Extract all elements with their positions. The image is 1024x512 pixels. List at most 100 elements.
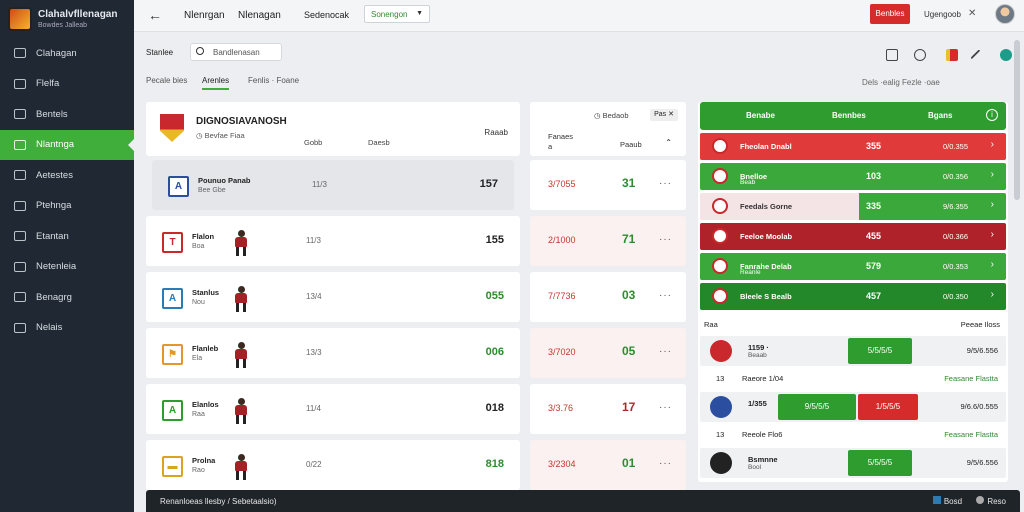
sidebar-item[interactable]: Aetestes (0, 160, 134, 191)
more-icon[interactable]: ··· (659, 458, 672, 469)
bet-button[interactable]: 5/5/5/5 (848, 338, 912, 364)
help-icon[interactable] (914, 49, 926, 61)
column-header[interactable]: Gobb (304, 138, 323, 147)
player-name[interactable]: Elanlos (192, 400, 219, 409)
column-header[interactable]: Fanaes (548, 132, 574, 141)
more-icon[interactable]: ··· (659, 178, 672, 189)
more-icon[interactable]: ··· (659, 290, 672, 301)
player-row[interactable]: A Elanlos Raa 11/4 018 (146, 384, 520, 434)
sidebar-item[interactable]: Benagrg (0, 282, 134, 313)
tab-players[interactable]: Arenles (202, 76, 230, 90)
user-menu[interactable]: Ugengoob (924, 10, 961, 19)
view-options[interactable]: Dels ·ealig Fezle ·oae (862, 78, 940, 87)
standings-row[interactable]: Feeloe Moolab 455 0/0.366 › (700, 223, 1006, 250)
sidebar-item[interactable]: Ptehnga (0, 191, 134, 222)
sidebar-item[interactable]: Clahagan (0, 38, 134, 69)
player-name[interactable]: Stanlus (192, 288, 220, 297)
brand[interactable]: Clahalvfllenagan Bowdes Jalleab (0, 0, 134, 38)
player-name[interactable]: Prolna (192, 456, 216, 465)
sidebar-item[interactable]: Flelfa (0, 69, 134, 100)
chevron-right-icon[interactable]: › (990, 259, 994, 270)
flag-icon[interactable] (946, 49, 958, 61)
club-badge-icon (712, 168, 728, 184)
column-header[interactable]: Benabe (746, 111, 775, 120)
standings-row[interactable]: Fheolan Dnabl 355 0/0.355 › (700, 133, 1006, 160)
avatar[interactable] (995, 4, 1015, 24)
player-row[interactable]: A Pounuo Panab Bee Gbe 11/3 157 (152, 160, 514, 210)
player-position: Nou (192, 299, 205, 306)
match-row[interactable]: 1/355 9/5/5/5 1/5/5/5 9/6.6/0.555 (700, 392, 1006, 422)
player-name[interactable]: Pounuo Panab (198, 176, 251, 185)
sort-chevron-icon[interactable]: ⌃ (665, 138, 672, 147)
more-icon[interactable]: ··· (659, 346, 672, 357)
standings-row[interactable]: Bleele S Bealb 457 0/0.350 › (700, 283, 1006, 310)
gear-icon (14, 292, 26, 303)
chevron-right-icon[interactable]: › (990, 169, 994, 180)
player-row[interactable]: A Stanlus Nou 13/4 055 (146, 272, 520, 322)
player-name[interactable]: Flanleb (192, 344, 219, 353)
column-header[interactable]: Raaab (484, 128, 508, 137)
column-header[interactable]: Daesb (368, 138, 390, 147)
player-position: Bee Gbe (198, 187, 226, 194)
odds-row[interactable]: 2/1000 71 ··· (530, 216, 686, 266)
standings-row[interactable]: Fanrahe Delab Reanle 579 0/0.353 › (700, 253, 1006, 280)
player-row[interactable]: ⚑ Flanleb Ela 13/3 006 (146, 328, 520, 378)
player-name[interactable]: Flalon (192, 232, 215, 241)
sidebar-item[interactable]: Nlantnga (0, 129, 134, 160)
player-figure-icon (234, 230, 248, 256)
back-arrow-icon[interactable]: ← (148, 7, 162, 23)
column-header[interactable]: Bgans (928, 111, 953, 120)
column-header[interactable]: Paaub (620, 140, 642, 149)
odds-value: 3/2304 (548, 459, 576, 469)
page-subtitle: Nlenagan (238, 10, 281, 21)
match-row[interactable]: Bsmnne Bool 5/5/5/5 9/5/6.556 (700, 448, 1006, 478)
standings-row[interactable]: Feedals Gorne 335 9/6.355 › (700, 193, 1006, 220)
chevron-right-icon[interactable]: › (990, 199, 994, 210)
odds-row[interactable]: 3/7055 31 ··· (530, 160, 686, 210)
pin-icon[interactable] (970, 49, 982, 61)
more-icon[interactable]: ··· (659, 234, 672, 245)
odds-value: 3/7020 (548, 347, 576, 357)
bet-button[interactable]: 9/5/5/5 (778, 394, 856, 420)
close-icon[interactable]: ✕ (968, 8, 977, 19)
live-button[interactable]: Benbles (870, 4, 910, 24)
standings-row[interactable]: Bnelloe Beab 103 0/0.356 › (700, 163, 1006, 190)
sidebar-item[interactable]: Netenleia (0, 252, 134, 283)
filter-chip[interactable]: Pas ✕ (650, 109, 678, 121)
sidebar-item[interactable]: Bentels (0, 99, 134, 130)
sidebar-item[interactable]: Etantan (0, 221, 134, 252)
odds-row[interactable]: 3/2304 01 ··· (530, 440, 686, 490)
globe-icon[interactable] (1000, 49, 1012, 61)
column-header[interactable]: Bennbes (832, 111, 866, 120)
sidebar-item[interactable]: Nelais (0, 313, 134, 344)
player-position: Rao (192, 467, 205, 474)
save-icon[interactable] (886, 49, 898, 61)
club-odds: 0/0.355 (942, 142, 968, 151)
match-row[interactable]: 1159 · Beaab 5/5/5/5 9/5/6.556 (700, 336, 1006, 366)
tab-fixtures[interactable]: Fenlis · Foane (248, 76, 300, 85)
status-actions[interactable]: Bosd Reso (932, 496, 1006, 506)
chevron-right-icon[interactable]: › (990, 139, 994, 150)
standings-panel: Benabe Bennbes Bgans i Fheolan Dnabl 355 0… (698, 102, 1008, 482)
sidebar-item-label: Etantan (36, 230, 69, 242)
search-input[interactable]: Bandlenasan (190, 43, 282, 61)
chevron-right-icon[interactable]: › (990, 289, 994, 300)
odds-count: 17 (622, 400, 636, 414)
odds-row[interactable]: 3/3.76 17 ··· (530, 384, 686, 434)
filter-link[interactable]: Sedenocak (304, 10, 350, 20)
scrollbar[interactable] (1014, 40, 1020, 200)
settings-icon (14, 322, 26, 333)
season-select[interactable]: Sonengon ▼ (364, 5, 430, 23)
more-icon[interactable]: ··· (659, 402, 672, 413)
chevron-right-icon[interactable]: › (990, 229, 994, 240)
bet-button[interactable]: 1/5/5/5 (858, 394, 918, 420)
odds-row[interactable]: 3/7020 05 ··· (530, 328, 686, 378)
info-icon[interactable]: i (986, 109, 998, 121)
tab-overview[interactable]: Pecale bies (146, 76, 188, 85)
club-sub: Reanle (740, 269, 761, 276)
odds-row[interactable]: 7/7736 03 ··· (530, 272, 686, 322)
player-row[interactable]: T Flalon Boa 11/3 155 (146, 216, 520, 266)
bet-button[interactable]: 5/5/5/5 (848, 450, 912, 476)
player-row[interactable]: ▬ Prolna Rao 0/22 818 (146, 440, 520, 490)
match-sub: Bool (748, 464, 762, 471)
